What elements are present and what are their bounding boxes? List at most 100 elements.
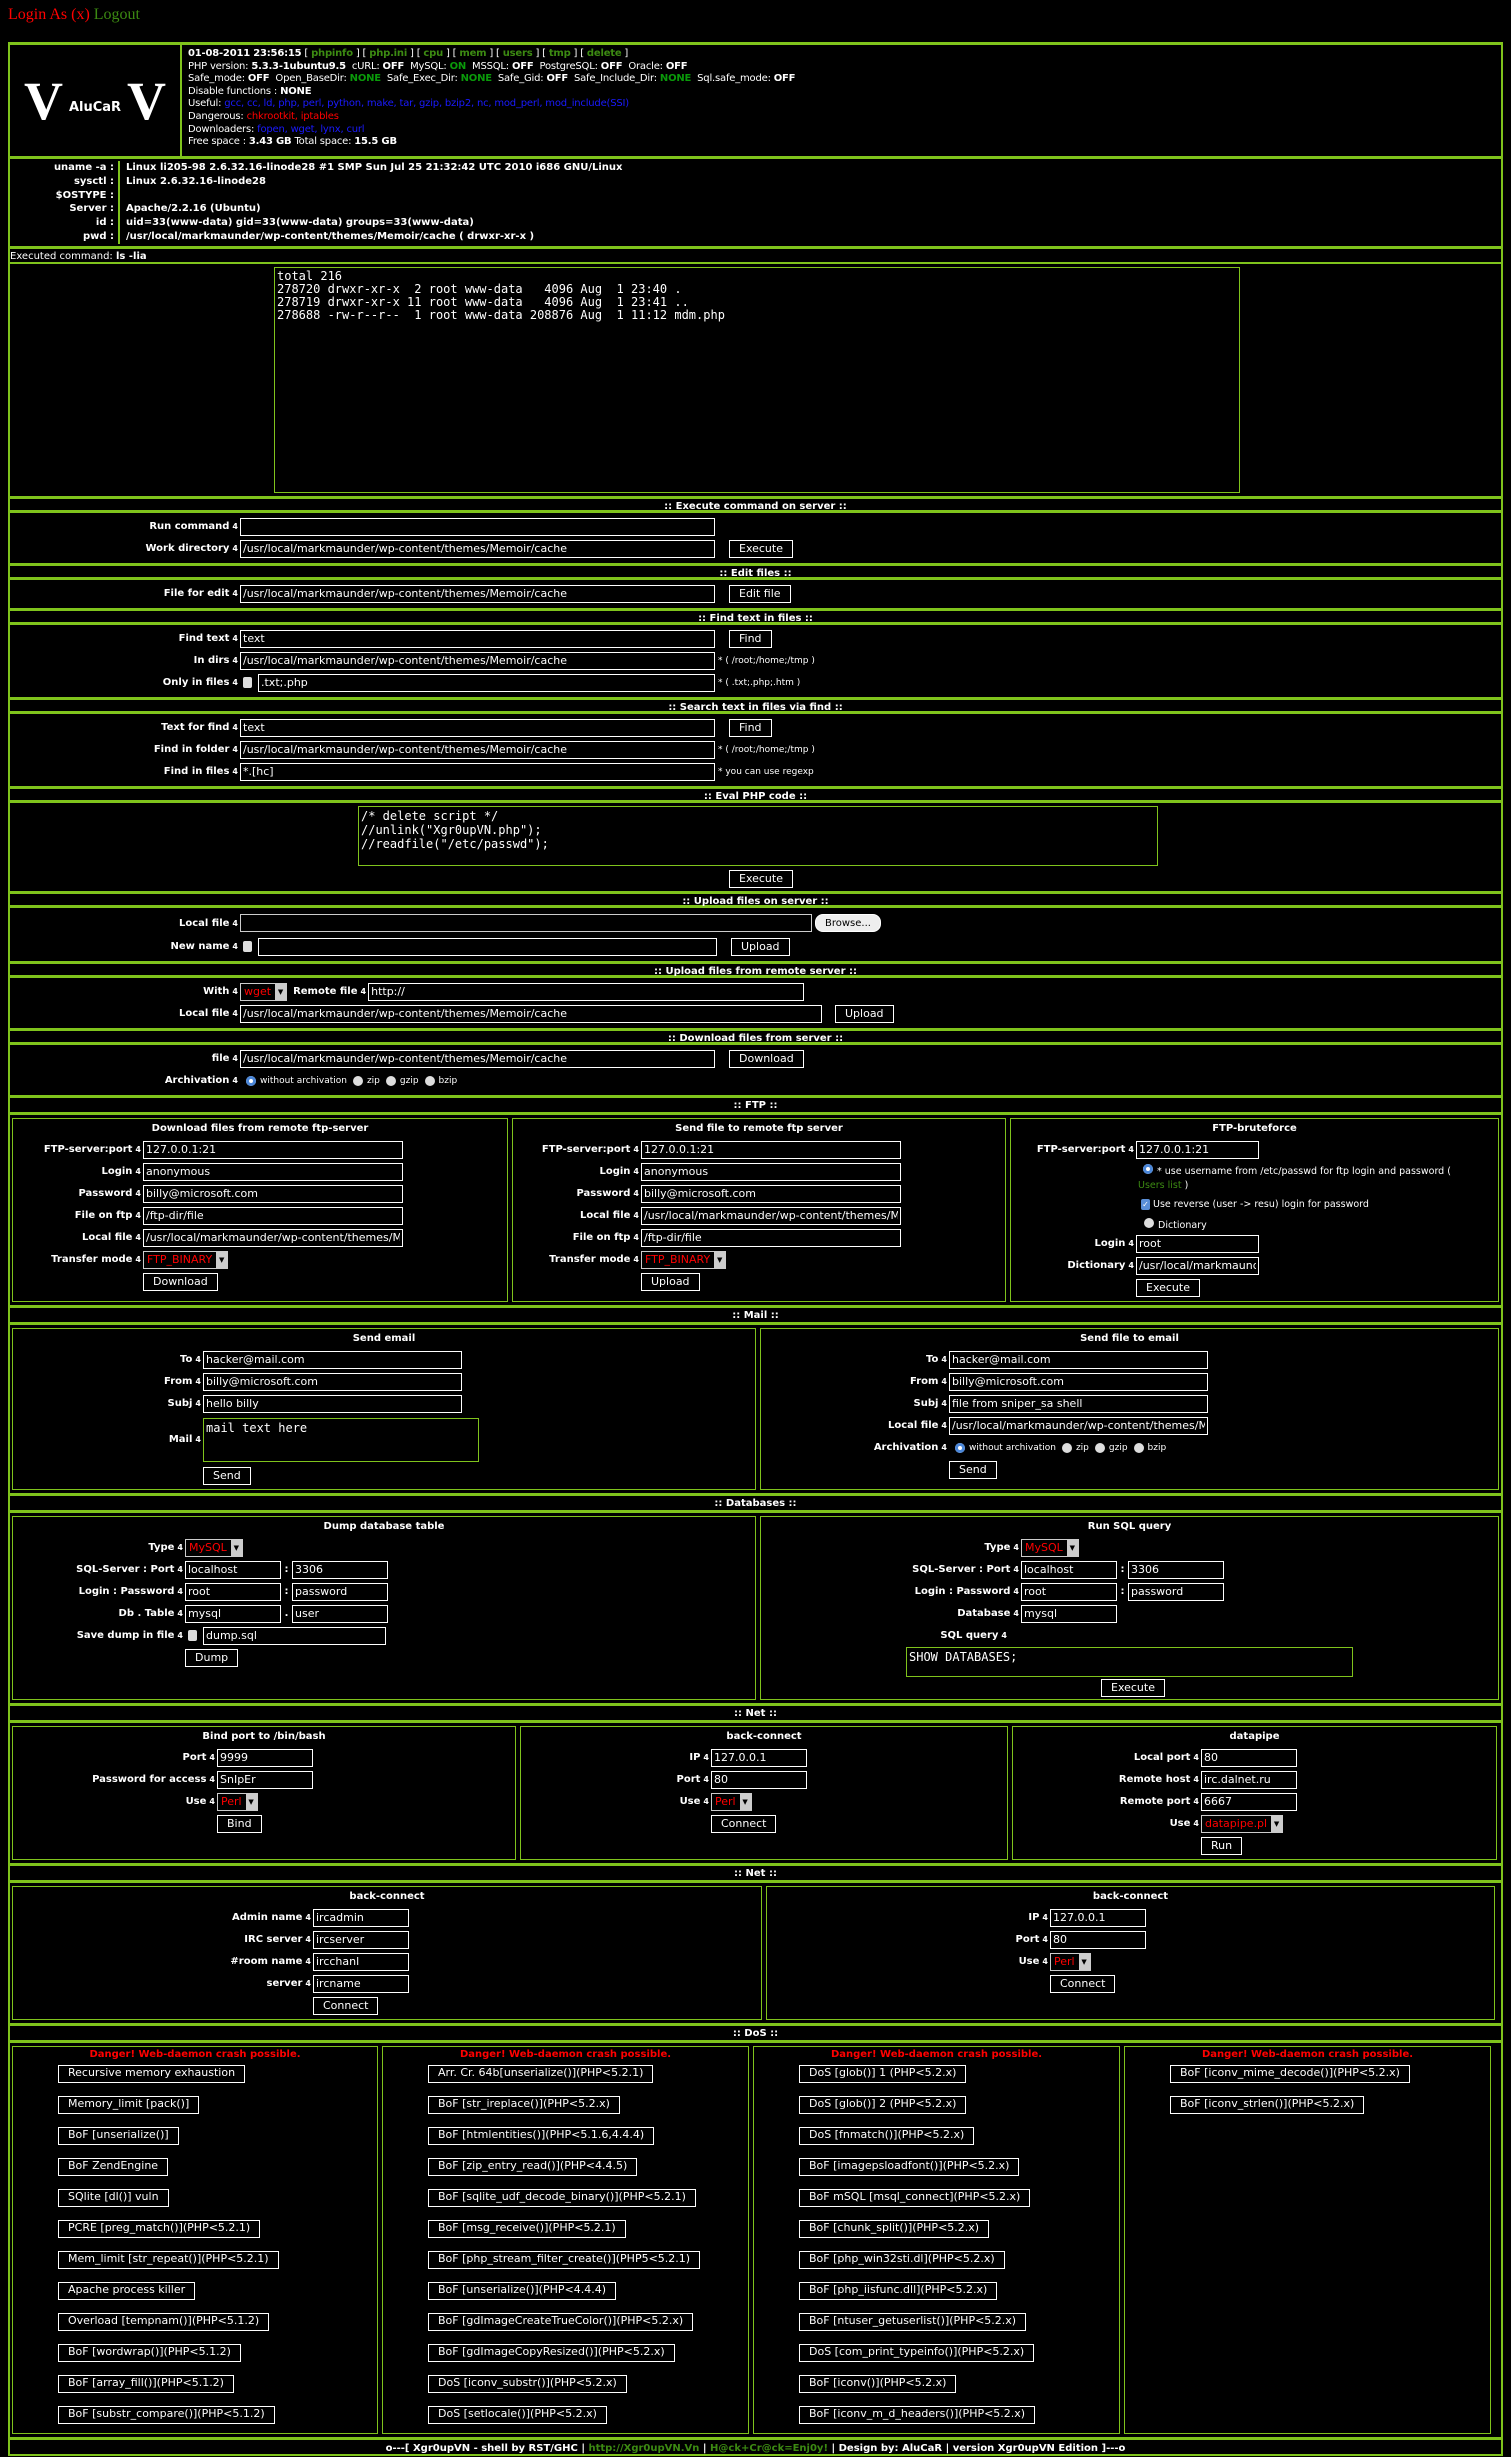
dos-button[interactable]: Overload [tempnam()](PHP<5.1.2) [58, 2312, 270, 2331]
back2-port-input[interactable] [1050, 1930, 1146, 1949]
dos-button[interactable]: DoS [iconv_substr()](PHP<5.2.x) [428, 2374, 627, 2393]
ftp-server-input[interactable] [641, 1140, 901, 1159]
only-in-files-input[interactable] [258, 673, 715, 692]
sql-password-input[interactable] [1128, 1582, 1224, 1601]
back-use-select[interactable]: Perl ▼ [711, 1792, 752, 1811]
in-dirs-input[interactable] [240, 651, 715, 670]
bind-button[interactable]: Bind [217, 1814, 262, 1833]
ftp-login-input[interactable] [143, 1162, 403, 1181]
dos-button[interactable]: BoF [str_ireplace()](PHP<5.2.x) [428, 2095, 620, 2114]
dos-button[interactable]: BoF [msg_receive()](PHP<5.2.1) [428, 2219, 626, 2238]
logout-link[interactable]: Logout [93, 6, 140, 23]
dos-button[interactable]: PCRE [preg_match()](PHP<5.2.1) [58, 2219, 261, 2238]
find-via-button[interactable]: Find [729, 718, 772, 737]
sql-query-textarea[interactable]: SHOW DATABASES; [906, 1646, 1353, 1677]
dos-button[interactable]: BoF [chunk_split()](PHP<5.2.x) [799, 2219, 990, 2238]
irc-server-input[interactable] [313, 1930, 409, 1949]
transfer-mode-select[interactable]: FTP_BINARY ▼ [143, 1250, 229, 1269]
tmp-link[interactable]: tmp [548, 48, 571, 59]
local-file-input[interactable] [240, 914, 812, 933]
dos-button[interactable]: Memory_limit [pack()] [58, 2095, 200, 2114]
dos-button[interactable]: BoF [unserialize()](PHP<4.4.4) [428, 2281, 617, 2300]
execute-button[interactable]: Execute [729, 539, 793, 558]
dos-button[interactable]: DoS [com_print_typeinfo()](PHP<5.2.x) [799, 2343, 1035, 2362]
dos-button[interactable]: BoF [ntuser_getuserlist()](PHP<5.2.x) [799, 2312, 1027, 2331]
sql-execute-button[interactable]: Execute [1101, 1678, 1165, 1697]
sql-port-input[interactable] [1128, 1560, 1224, 1579]
mem-link[interactable]: mem [459, 48, 487, 59]
transfer-mode-select[interactable]: FTP_BINARY ▼ [641, 1250, 727, 1269]
subj-input[interactable] [949, 1394, 1208, 1413]
ftp-local-file-input[interactable] [143, 1228, 403, 1247]
back-ip-input[interactable] [711, 1748, 807, 1767]
find-in-files-input[interactable] [240, 762, 715, 781]
radio-bzip[interactable] [1133, 1442, 1144, 1453]
radio-zip[interactable] [352, 1075, 363, 1086]
users-list-link[interactable]: Users list [1138, 1179, 1182, 1191]
dos-button[interactable]: BoF [sqlite_udf_decode_binary()](PHP<5.2… [428, 2188, 696, 2207]
send-file-button[interactable]: Send [949, 1460, 997, 1479]
dump-button[interactable]: Dump [185, 1648, 239, 1667]
ftp-login-input[interactable] [641, 1162, 901, 1181]
dos-button[interactable]: Arr. Cr. 64b[unserialize()](PHP<5.2.1) [428, 2064, 654, 2083]
dos-button[interactable]: BoF [php_iisfunc.dll](PHP<5.2.x) [799, 2281, 998, 2300]
ftp-server-input[interactable] [1136, 1140, 1259, 1159]
local-port-input[interactable] [1201, 1748, 1297, 1767]
back2-connect-button[interactable]: Connect [1050, 1974, 1116, 1993]
radio-without-archivation[interactable] [955, 1442, 965, 1453]
remote-file-input[interactable] [368, 982, 805, 1001]
dos-button[interactable]: BoF [iconv()](PHP<5.2.x) [799, 2374, 957, 2393]
delete-link[interactable]: delete [586, 48, 622, 59]
dos-button[interactable]: DoS [setlocale()](PHP<5.2.x) [428, 2405, 607, 2424]
ftp-download-button[interactable]: Download [143, 1272, 218, 1291]
radio-without-archivation[interactable] [246, 1075, 256, 1086]
sql-server-input[interactable] [185, 1560, 281, 1579]
login-as-link[interactable]: Login As (x) [8, 6, 90, 23]
users-link[interactable]: users [502, 48, 533, 59]
run-button[interactable]: Run [1201, 1836, 1243, 1855]
dos-button[interactable]: BoF [gdImageCopyResized()](PHP<5.2.x) [428, 2343, 675, 2362]
browse-button[interactable]: Browse... [815, 914, 881, 933]
dos-button[interactable]: BoF [wordwrap()](PHP<5.1.2) [58, 2343, 241, 2362]
db-type-select[interactable]: MySQL ▼ [1021, 1538, 1079, 1557]
ftp-password-input[interactable] [143, 1184, 403, 1203]
ftp-file-input[interactable] [641, 1228, 901, 1247]
dos-button[interactable]: BoF mSQL [msql_connect](PHP<5.2.x) [799, 2188, 1031, 2207]
dos-button[interactable]: BoF [array_fill()](PHP<5.1.2) [58, 2374, 234, 2393]
php-code-textarea[interactable]: /* delete script */ //unlink("Xgr0upVN.p… [358, 805, 1158, 866]
bind-use-select[interactable]: Perl ▼ [217, 1792, 258, 1811]
to-input[interactable] [203, 1350, 462, 1369]
sql-login-input[interactable] [1021, 1582, 1117, 1601]
radio-passwd-users[interactable] [1143, 1163, 1153, 1174]
database-input[interactable] [1021, 1604, 1117, 1623]
dos-button[interactable]: BoF [php_win32sti.dl](PHP<5.2.x) [799, 2250, 1005, 2269]
dos-button[interactable]: BoF [zip_entry_read()](PHP<4.4.5) [428, 2157, 638, 2176]
back2-ip-input[interactable] [1050, 1908, 1146, 1927]
dos-button[interactable]: BoF [iconv_strlen()](PHP<5.2.x) [1170, 2095, 1365, 2114]
sql-login-input[interactable] [185, 1582, 281, 1601]
remote-host-input[interactable] [1201, 1770, 1297, 1789]
dictionary-input[interactable] [1136, 1256, 1259, 1275]
radio-bzip[interactable] [424, 1075, 435, 1086]
bind-password-input[interactable] [217, 1770, 313, 1789]
edit-file-button[interactable]: Edit file [729, 584, 791, 603]
local-file-input[interactable] [949, 1416, 1208, 1435]
dos-button[interactable]: BoF [php_stream_filter_create()](PHP5<5.… [428, 2250, 701, 2269]
dos-button[interactable]: SQlite [dl()] vuln [58, 2188, 169, 2207]
remote-port-input[interactable] [1201, 1792, 1297, 1811]
send-email-button[interactable]: Send [203, 1466, 251, 1485]
db-type-select[interactable]: MySQL ▼ [185, 1538, 243, 1557]
radio-gzip[interactable] [1094, 1442, 1105, 1453]
dos-button[interactable]: BoF [substr_compare()](PHP<5.1.2) [58, 2405, 275, 2424]
dos-button[interactable]: DoS [glob()] 1 (PHP<5.2.x) [799, 2064, 967, 2083]
back-port-input[interactable] [711, 1770, 807, 1789]
dos-button[interactable]: BoF [htmlentities()](PHP<5.1.6,4.4.4) [428, 2126, 655, 2145]
find-text-input[interactable] [240, 629, 715, 648]
remote-upload-button[interactable]: Upload [835, 1004, 894, 1023]
downloader-select[interactable]: wget ▼ [240, 982, 288, 1001]
dos-button[interactable]: BoF [iconv_mime_decode()](PHP<5.2.x) [1170, 2064, 1410, 2083]
radio-zip[interactable] [1061, 1442, 1072, 1453]
dos-button[interactable]: BoF [imagepsloadfont()](PHP<5.2.x) [799, 2157, 1020, 2176]
back-connect-button[interactable]: Connect [711, 1814, 777, 1833]
site-link[interactable]: http://Xgr0upVN.Vn [588, 2442, 700, 2454]
